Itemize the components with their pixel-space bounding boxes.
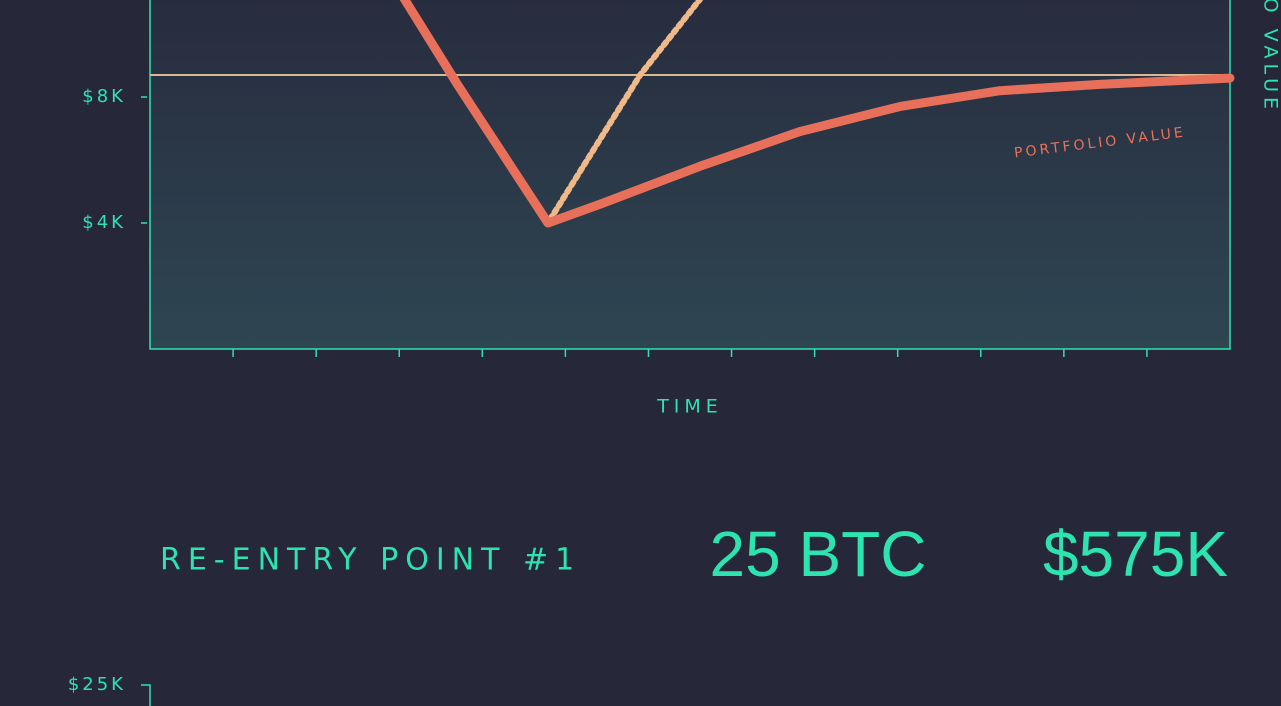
y2-axis-title: O VALUE (1260, 0, 1281, 114)
y-tick-label: $25K (68, 674, 126, 695)
y-tick-label: $8K (82, 86, 126, 107)
reentry-btc: 25 BTC (710, 518, 927, 590)
reentry-value: $575K (1043, 518, 1228, 590)
y-tick (141, 684, 151, 706)
reentry-label: RE-ENTRY POINT #1 (160, 543, 581, 578)
portfolio-line (399, 0, 1235, 228)
y-tick-label: $4K (82, 212, 126, 233)
x-axis-title: TIME (656, 396, 723, 418)
